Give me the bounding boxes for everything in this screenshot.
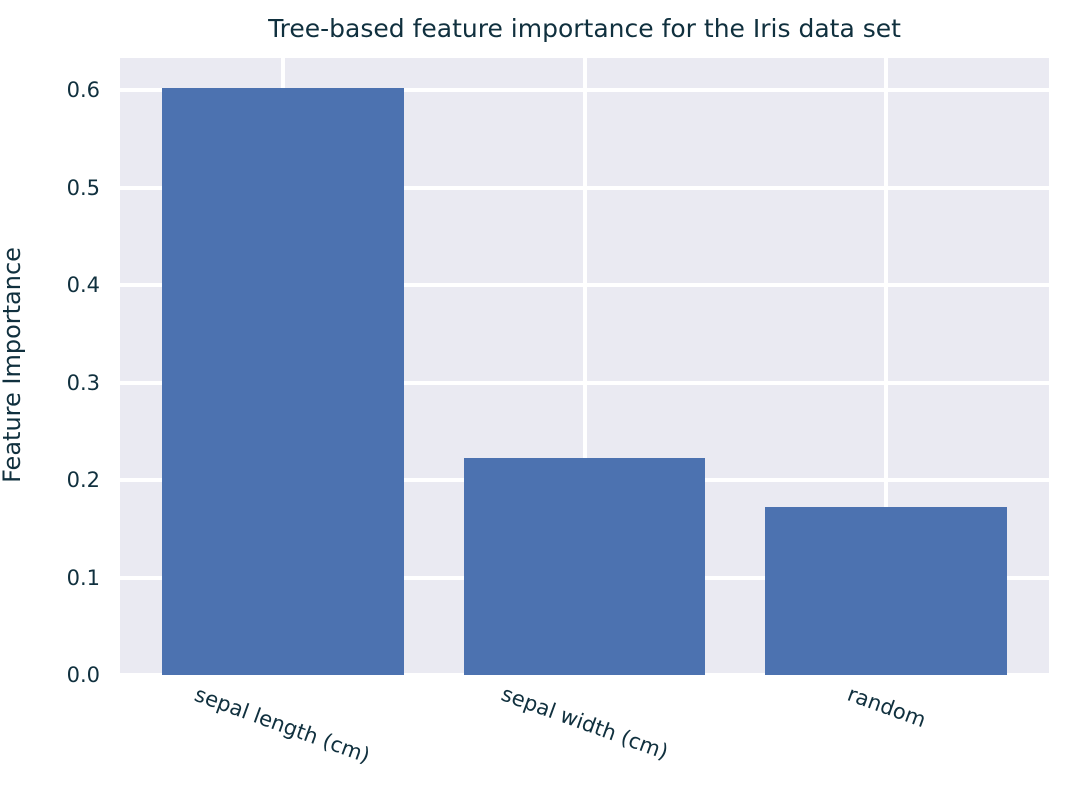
gridline-horizontal [120, 673, 1049, 677]
x-tick-label: random [843, 681, 929, 733]
bar-sepal-length-cm [162, 88, 404, 675]
y-tick-label: 0.4 [66, 273, 100, 298]
plot-area [120, 58, 1049, 677]
x-tick-label: sepal length (cm) [191, 682, 374, 768]
gridline-vertical [582, 58, 587, 675]
y-tick-label: 0.6 [66, 78, 100, 103]
bar-sepal-width-cm [463, 457, 706, 675]
y-tick-label: 0.0 [66, 663, 100, 687]
gridline-horizontal [120, 88, 1049, 93]
y-tick-label: 0.3 [66, 370, 100, 395]
gridline-horizontal [120, 283, 1049, 288]
y-tick-label: 0.2 [66, 468, 100, 493]
y-tick-label: 0.1 [66, 565, 100, 590]
gridline-vertical [884, 58, 889, 675]
bar-random [765, 507, 1007, 675]
gridline-horizontal [120, 185, 1049, 190]
x-tick-label: sepal width (cm) [497, 682, 671, 765]
gridline-horizontal [120, 380, 1049, 385]
chart-title: Tree-based feature importance for the Ir… [268, 14, 901, 43]
y-tick-label: 0.5 [66, 175, 100, 200]
